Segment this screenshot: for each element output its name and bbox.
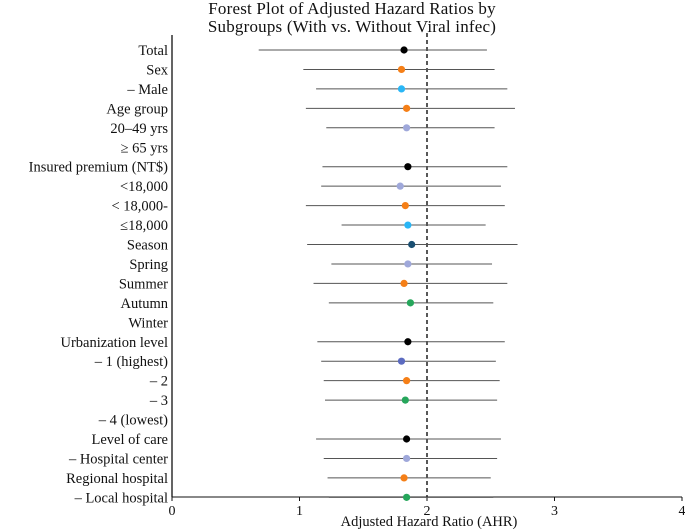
ahr-point: [408, 240, 416, 249]
ahr-point: [403, 104, 411, 112]
row-label: <18,000: [120, 179, 168, 195]
chart-title-line-2: Subgroups (With vs. Without Viral infec): [207, 17, 497, 36]
ahr-point: [396, 182, 404, 190]
row-label: ≥ 65 yrs: [121, 140, 169, 156]
row-label: – 4 (lowest): [98, 413, 168, 429]
x-tick-label: 4: [679, 504, 685, 519]
row-label: Regional hospital: [66, 471, 168, 487]
ahr-point: [400, 279, 408, 287]
chart-title-line-1: Forest Plot of Adjusted Hazard Ratios by: [208, 0, 496, 18]
ahr-point: [397, 85, 406, 93]
ahr-point: [397, 65, 406, 74]
ahr-point: [404, 221, 412, 229]
axes-group: 0 1 2 3 4 Adjusted Hazard Ratio (AHR): [169, 33, 685, 529]
ahr-point: [403, 435, 411, 443]
row-label: Insured premium (NT$): [29, 160, 168, 176]
ahr-point: [404, 260, 412, 268]
row-label: Winter: [128, 315, 168, 331]
row-label: Level of care: [92, 432, 168, 448]
ahr-point: [404, 338, 412, 346]
row-label: Urbanization level: [61, 335, 169, 351]
row-label: Autumn: [120, 296, 168, 312]
row-label: Age group: [106, 101, 168, 117]
points-group: [396, 46, 416, 501]
row-label: – Male: [126, 82, 168, 98]
row-label: Sex: [146, 62, 169, 78]
row-label: – Local hospital: [74, 490, 168, 506]
ahr-point: [401, 202, 409, 210]
x-tick-label: 2: [424, 504, 431, 519]
row-labels-group: Total Sex – Male Age group 20–49 yrs ≥ 65 yrs…: [29, 43, 169, 506]
ahr-point: [403, 377, 411, 385]
row-label: – 2: [149, 374, 168, 390]
row-label: Spring: [129, 257, 168, 273]
ahr-point: [397, 357, 406, 365]
row-label: < 18,000-: [111, 199, 168, 215]
row-label: – 1 (highest): [94, 354, 168, 370]
ahr-point: [403, 124, 411, 132]
ahr-point: [404, 163, 412, 171]
ahr-point: [401, 396, 409, 404]
row-label: – 3: [149, 393, 168, 409]
x-axis-label: Adjusted Hazard Ratio (AHR): [341, 514, 518, 529]
x-tick-label: 1: [296, 504, 303, 519]
row-label: Season: [127, 238, 169, 254]
ahr-point: [403, 454, 411, 463]
ahr-point: [403, 493, 411, 501]
row-label: ≤18,000: [120, 218, 168, 234]
ci-lines-group: [258, 49, 518, 498]
row-label: – Hospital center: [68, 451, 168, 467]
row-label: Total: [138, 43, 168, 59]
ahr-point: [406, 299, 415, 307]
ahr-point: [400, 474, 408, 482]
row-label: 20–49 yrs: [110, 121, 168, 137]
x-tick-label: 3: [551, 504, 558, 519]
ahr-point: [400, 46, 408, 54]
row-label: Summer: [119, 276, 168, 292]
x-tick-label: 0: [169, 504, 176, 519]
